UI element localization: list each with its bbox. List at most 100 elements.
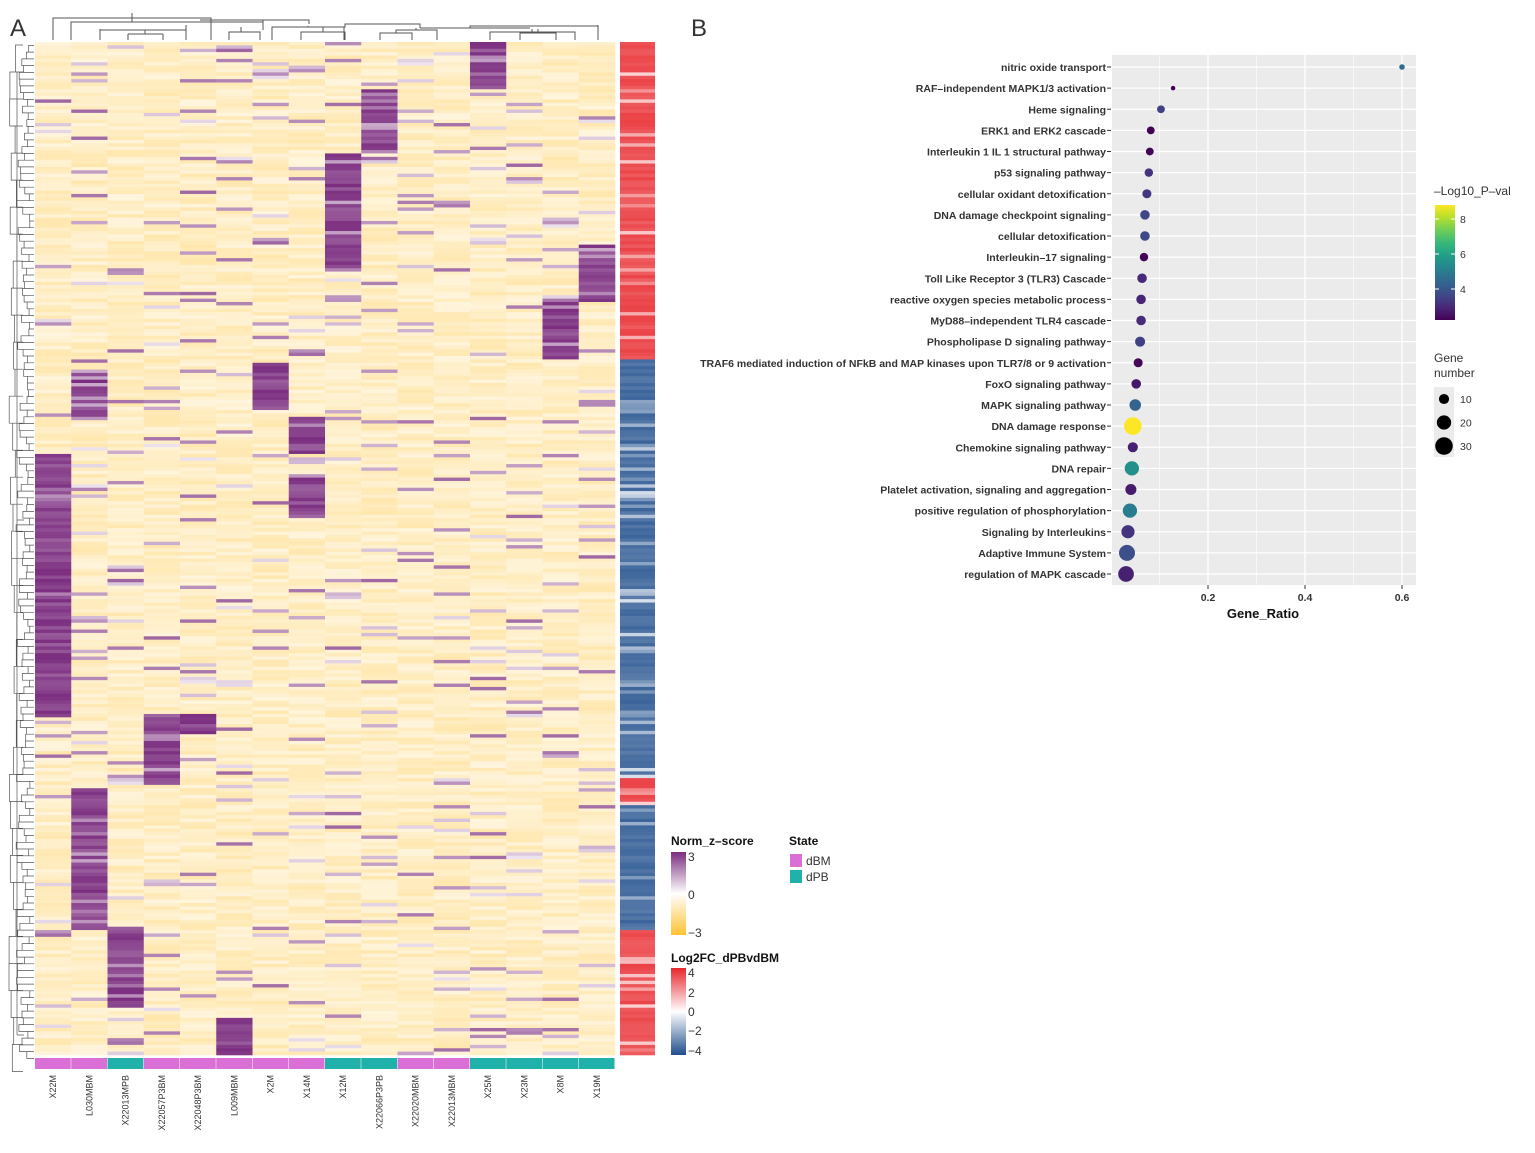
heatmap-cell [578, 629, 616, 634]
heatmap-cell [506, 791, 543, 796]
heatmap-cell [143, 521, 181, 526]
heatmap-cell [252, 295, 290, 299]
heatmap-cell [578, 700, 616, 705]
heatmap-cell [288, 170, 326, 174]
heatmap-cell [252, 467, 290, 472]
log2fc-cell [620, 298, 655, 303]
heatmap-cell [216, 123, 253, 127]
log2fc-cell [620, 852, 655, 857]
heatmap-cell [252, 859, 290, 863]
heatmap-cell [71, 838, 108, 843]
heatmap-cell [35, 919, 72, 924]
heatmap-cell [180, 504, 217, 509]
heatmap-cell [542, 92, 580, 97]
heatmap-cell [470, 85, 507, 90]
heatmap-cell [35, 437, 72, 441]
heatmap-cell [71, 48, 108, 53]
heatmap-cell [216, 437, 253, 441]
heatmap-cell [397, 308, 435, 313]
heatmap-cell [470, 251, 507, 256]
heatmap-cell [325, 207, 362, 212]
heatmap-cell [216, 943, 253, 948]
heatmap-cell [578, 136, 616, 141]
log2fc-cell [620, 619, 655, 624]
log2fc-cell [620, 882, 655, 887]
heatmap-cell [71, 180, 108, 185]
heatmap-cell [288, 771, 326, 776]
heatmap-cell [180, 818, 217, 823]
heatmap-cell [35, 264, 72, 269]
heatmap-cell [107, 217, 145, 222]
heatmap-cell [35, 491, 72, 495]
log2fc-cell [620, 339, 655, 343]
heatmap-cell [325, 717, 362, 722]
heatmap-cell [216, 990, 253, 995]
heatmap-cell [506, 913, 543, 917]
heatmap-cell [216, 345, 253, 350]
heatmap-cell [71, 268, 108, 272]
heatmap-cell [107, 372, 145, 377]
heatmap-cell [470, 990, 507, 995]
heatmap-cell [470, 977, 507, 982]
heatmap-cell [288, 548, 326, 553]
log2fc-cell [620, 697, 655, 701]
heatmap-cell [288, 214, 326, 218]
heatmap-cell [252, 190, 290, 195]
heatmap-cell [578, 234, 616, 239]
heatmap-cell [433, 599, 471, 603]
heatmap-cell [578, 808, 616, 813]
log2fc-cell [620, 659, 655, 664]
log2fc-cell [620, 173, 655, 178]
heatmap-cell [288, 372, 326, 377]
heatmap-cell [35, 808, 72, 813]
heatmap-cell [542, 119, 580, 124]
heatmap-cell [71, 156, 108, 161]
heatmap-cell [470, 396, 507, 401]
heatmap-cell [506, 85, 543, 90]
heatmap-cell [397, 730, 435, 735]
heatmap-cell [288, 727, 326, 732]
heatmap-cell [180, 1000, 217, 1005]
heatmap-cell [71, 940, 108, 944]
heatmap-cell [252, 42, 290, 46]
heatmap-cell [216, 855, 253, 860]
heatmap-cell [180, 433, 217, 438]
heatmap-cell [397, 551, 435, 556]
heatmap-cell [180, 315, 217, 320]
heatmap-cell [433, 237, 471, 242]
heatmap-cell [71, 69, 108, 73]
heatmap-cell [433, 761, 471, 765]
log2fc-cell [620, 426, 655, 431]
heatmap-cell [397, 312, 435, 316]
heatmap-cell [252, 254, 290, 259]
heatmap-cell [216, 79, 253, 83]
heatmap-cell [71, 406, 108, 411]
heatmap-cell [143, 386, 181, 391]
heatmap-cell [71, 997, 108, 1002]
heatmap-cell [107, 697, 145, 701]
heatmap-cell [433, 892, 471, 897]
log2fc-cell [620, 710, 655, 715]
log2fc-cell [620, 909, 655, 914]
heatmap-cell [216, 903, 253, 907]
heatmap-cell [433, 1031, 471, 1036]
heatmap-cell [143, 514, 181, 519]
log2fc-cell [620, 622, 655, 627]
heatmap-cell [216, 85, 253, 90]
heatmap-cell [433, 79, 471, 83]
heatmap-cell [470, 919, 507, 924]
heatmap-cell [397, 940, 435, 944]
heatmap-cell [216, 173, 253, 178]
heatmap-cell [143, 869, 181, 873]
heatmap-cell [325, 396, 362, 401]
heatmap-cell [288, 92, 326, 97]
heatmap-cell [361, 295, 398, 299]
heatmap-cell [180, 791, 217, 796]
heatmap-cell [107, 767, 145, 772]
log2fc-cell [620, 740, 655, 745]
heatmap-cell [180, 730, 217, 735]
heatmap-cell [542, 170, 580, 174]
heatmap-cell [180, 116, 217, 120]
heatmap-cell [71, 984, 108, 988]
heatmap-cell [325, 1004, 362, 1009]
